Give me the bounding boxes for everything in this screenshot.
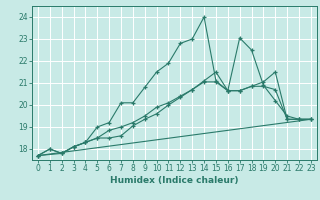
X-axis label: Humidex (Indice chaleur): Humidex (Indice chaleur): [110, 176, 239, 185]
